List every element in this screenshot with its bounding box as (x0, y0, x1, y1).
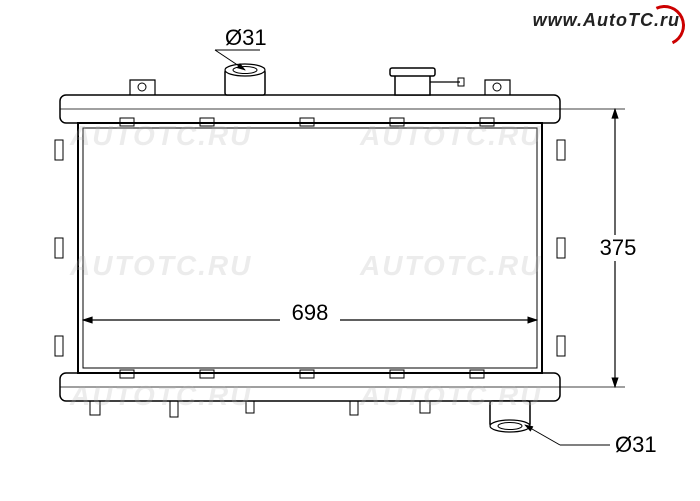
drawing-svg: 698 375 Ø31 Ø31 (0, 0, 700, 501)
dim-bottom-outlet: Ø31 (525, 425, 657, 457)
bottom-bits (90, 401, 430, 417)
filler-neck (390, 68, 464, 95)
bottom-tank (60, 370, 560, 401)
dim-top-inlet-label: Ø31 (225, 25, 267, 50)
logo-text: www.AutoTC.ru (533, 10, 680, 31)
dim-width: 698 (83, 300, 537, 326)
radiator-core (78, 123, 542, 373)
dim-height-label: 375 (600, 235, 637, 260)
bottom-outlet (490, 401, 530, 432)
top-tank (60, 95, 560, 126)
dim-height: 375 (560, 109, 642, 387)
dim-top-inlet: Ø31 (215, 25, 267, 70)
dim-bottom-outlet-label: Ø31 (615, 432, 657, 457)
dim-width-label: 698 (292, 300, 329, 325)
top-inlet (225, 64, 265, 95)
